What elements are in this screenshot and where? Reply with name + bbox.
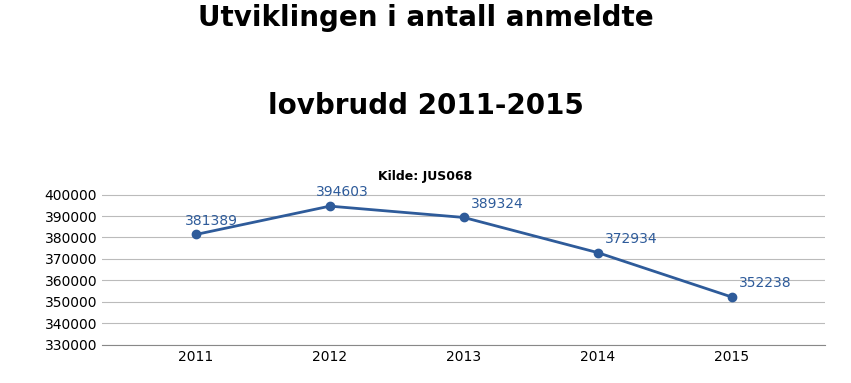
Text: Kilde: JUS068: Kilde: JUS068	[379, 170, 472, 183]
Text: 389324: 389324	[471, 197, 523, 211]
Text: 372934: 372934	[605, 232, 657, 246]
Text: 381389: 381389	[185, 214, 237, 228]
Text: Utviklingen i antall anmeldte: Utviklingen i antall anmeldte	[197, 4, 654, 32]
Text: 352238: 352238	[739, 276, 791, 290]
Text: 394603: 394603	[316, 185, 368, 200]
Text: lovbrudd 2011-2015: lovbrudd 2011-2015	[267, 92, 584, 120]
